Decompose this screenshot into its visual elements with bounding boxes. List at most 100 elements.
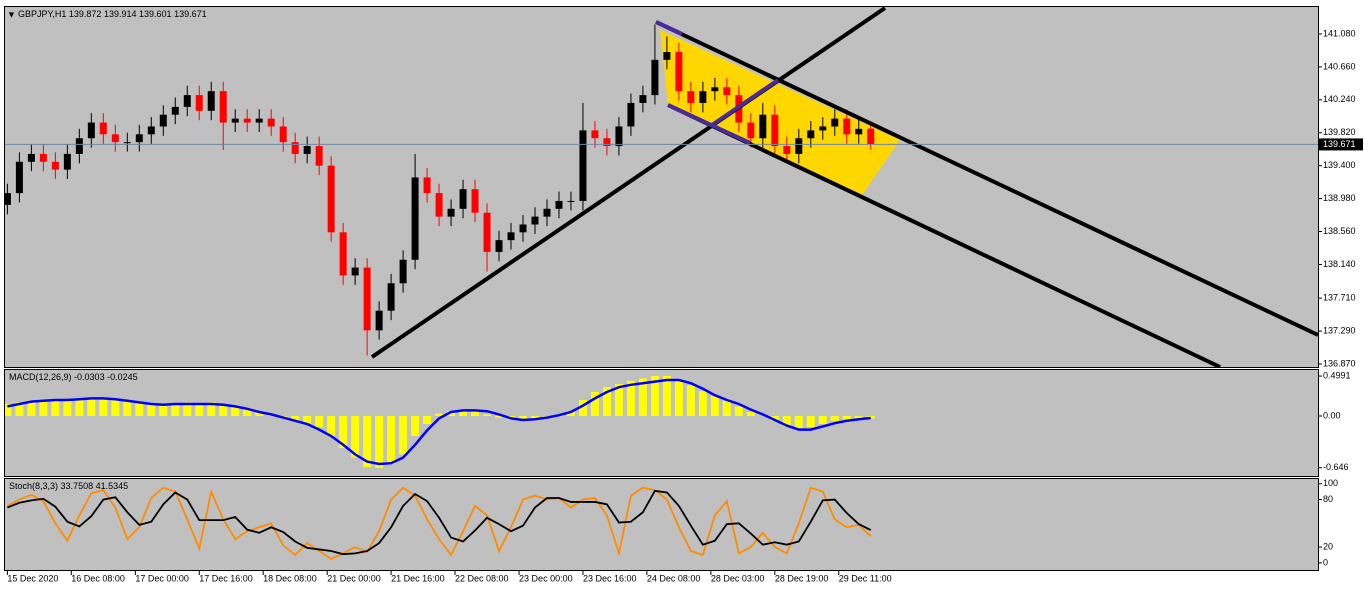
- x-tick-label: 23 Dec 16:00: [583, 573, 637, 583]
- x-tick-label: 18 Dec 08:00: [263, 573, 317, 583]
- candle-body: [555, 200, 563, 209]
- candle-body: [567, 200, 575, 202]
- candle-body: [63, 153, 71, 170]
- macd-line: [7, 378, 871, 466]
- x-tick-label: 15 Dec 2020: [7, 573, 58, 583]
- macd-bar: [111, 400, 120, 416]
- channel-segment: [667, 103, 751, 145]
- candle-body: [651, 59, 659, 96]
- macd-bar: [75, 398, 84, 416]
- macd-bar: [5, 404, 12, 416]
- candle-body: [75, 138, 83, 154]
- candle-body: [723, 87, 731, 96]
- channel-fill: [660, 30, 900, 195]
- candle-body: [831, 118, 839, 127]
- candle-body: [5, 193, 11, 205]
- macd-bar: [411, 416, 420, 436]
- macd-bar: [423, 416, 432, 424]
- macd-bar: [303, 416, 312, 424]
- stoch-plot: [6, 486, 872, 560]
- candle-body: [447, 208, 455, 217]
- macd-bar: [818, 416, 827, 424]
- candle-body: [375, 310, 383, 331]
- macd-bar: [782, 416, 791, 427]
- price-tag-label: 139.671: [1323, 139, 1356, 149]
- title-value: 139.601: [139, 9, 172, 19]
- title-text: GBPJPY,H1: [18, 9, 66, 19]
- macd-bar: [135, 402, 144, 416]
- macd-bar: [471, 411, 480, 416]
- candle-body: [711, 87, 719, 92]
- macd-bar: [614, 384, 623, 416]
- y-tick-label: -0.646: [1323, 462, 1349, 472]
- macd-bar: [375, 416, 384, 468]
- candle-body: [855, 128, 863, 135]
- menu-arrow[interactable]: ▼: [7, 9, 16, 19]
- candle-body: [531, 216, 539, 225]
- title-value: 139.671: [174, 9, 207, 19]
- y-tick-label: 139.400: [1323, 160, 1356, 170]
- macd-bar: [770, 416, 779, 421]
- candle-body: [759, 114, 767, 139]
- macd-bar: [674, 380, 683, 416]
- candle-body: [363, 267, 371, 331]
- candle-body: [399, 259, 407, 284]
- candle-body: [675, 52, 683, 92]
- candle-body: [519, 224, 527, 233]
- macd-bar: [590, 392, 599, 416]
- channel-segment: [710, 78, 780, 127]
- y-tick-label: 140.240: [1323, 94, 1356, 104]
- y-tick-label: 0: [1323, 557, 1328, 567]
- stoch-line: [6, 486, 872, 560]
- candle-body: [219, 91, 227, 123]
- candle-body: [543, 208, 551, 217]
- panel-title: MACD(12,26,9) -0.0303 -0.0245: [9, 372, 138, 382]
- macd-bar: [698, 391, 707, 416]
- y-tick-label: 138.140: [1323, 259, 1356, 269]
- title-text: Stoch(8,3,3): [9, 481, 58, 491]
- candle-body: [291, 142, 299, 154]
- candle-body: [279, 126, 287, 143]
- candle-body: [39, 153, 47, 162]
- trend-line-up: [370, 7, 887, 359]
- trend-line-lower: [667, 103, 1221, 367]
- candle-body: [195, 95, 203, 111]
- macd-bar: [483, 414, 492, 416]
- macd-bar: [447, 411, 456, 416]
- y-tick-label: 136.870: [1323, 358, 1356, 368]
- y-tick-label: 0.4991: [1323, 370, 1351, 380]
- macd-bar: [207, 402, 216, 416]
- candle-body: [27, 153, 35, 162]
- macd-bar: [315, 416, 324, 428]
- candle-body: [627, 102, 635, 127]
- macd-bar: [710, 396, 719, 416]
- candle-body: [819, 126, 827, 131]
- candle-body: [843, 118, 851, 135]
- candle-body: [471, 189, 479, 213]
- candle-body: [255, 118, 263, 123]
- title-value: -0.0245: [107, 372, 138, 382]
- macd-bar: [291, 416, 300, 421]
- x-tick-label: 17 Dec 00:00: [135, 573, 189, 583]
- candle-body: [111, 134, 119, 143]
- y-tick-label: 20: [1323, 541, 1333, 551]
- y-tick-label: 0.00: [1323, 410, 1341, 420]
- candle-body: [351, 267, 359, 276]
- stoch-line: [7, 489, 872, 556]
- macd-bar: [866, 416, 875, 419]
- candle-body: [207, 91, 215, 111]
- candle-body: [327, 165, 335, 233]
- macd-bar: [51, 400, 60, 416]
- y-tick-label: 80: [1323, 494, 1333, 504]
- macd-bar: [746, 412, 755, 416]
- candle-body: [603, 138, 611, 147]
- candle-body: [867, 128, 875, 145]
- axes: 141.080 140.660 140.240 139.820 139.400 138.9…: [5, 9, 1363, 583]
- macd-bar: [435, 413, 444, 416]
- macd-bar: [219, 404, 228, 416]
- macd-bar: [63, 399, 72, 416]
- x-tick-label: 28 Dec 03:00: [711, 573, 765, 583]
- macd-bar: [147, 404, 156, 416]
- macd-bar: [243, 408, 252, 416]
